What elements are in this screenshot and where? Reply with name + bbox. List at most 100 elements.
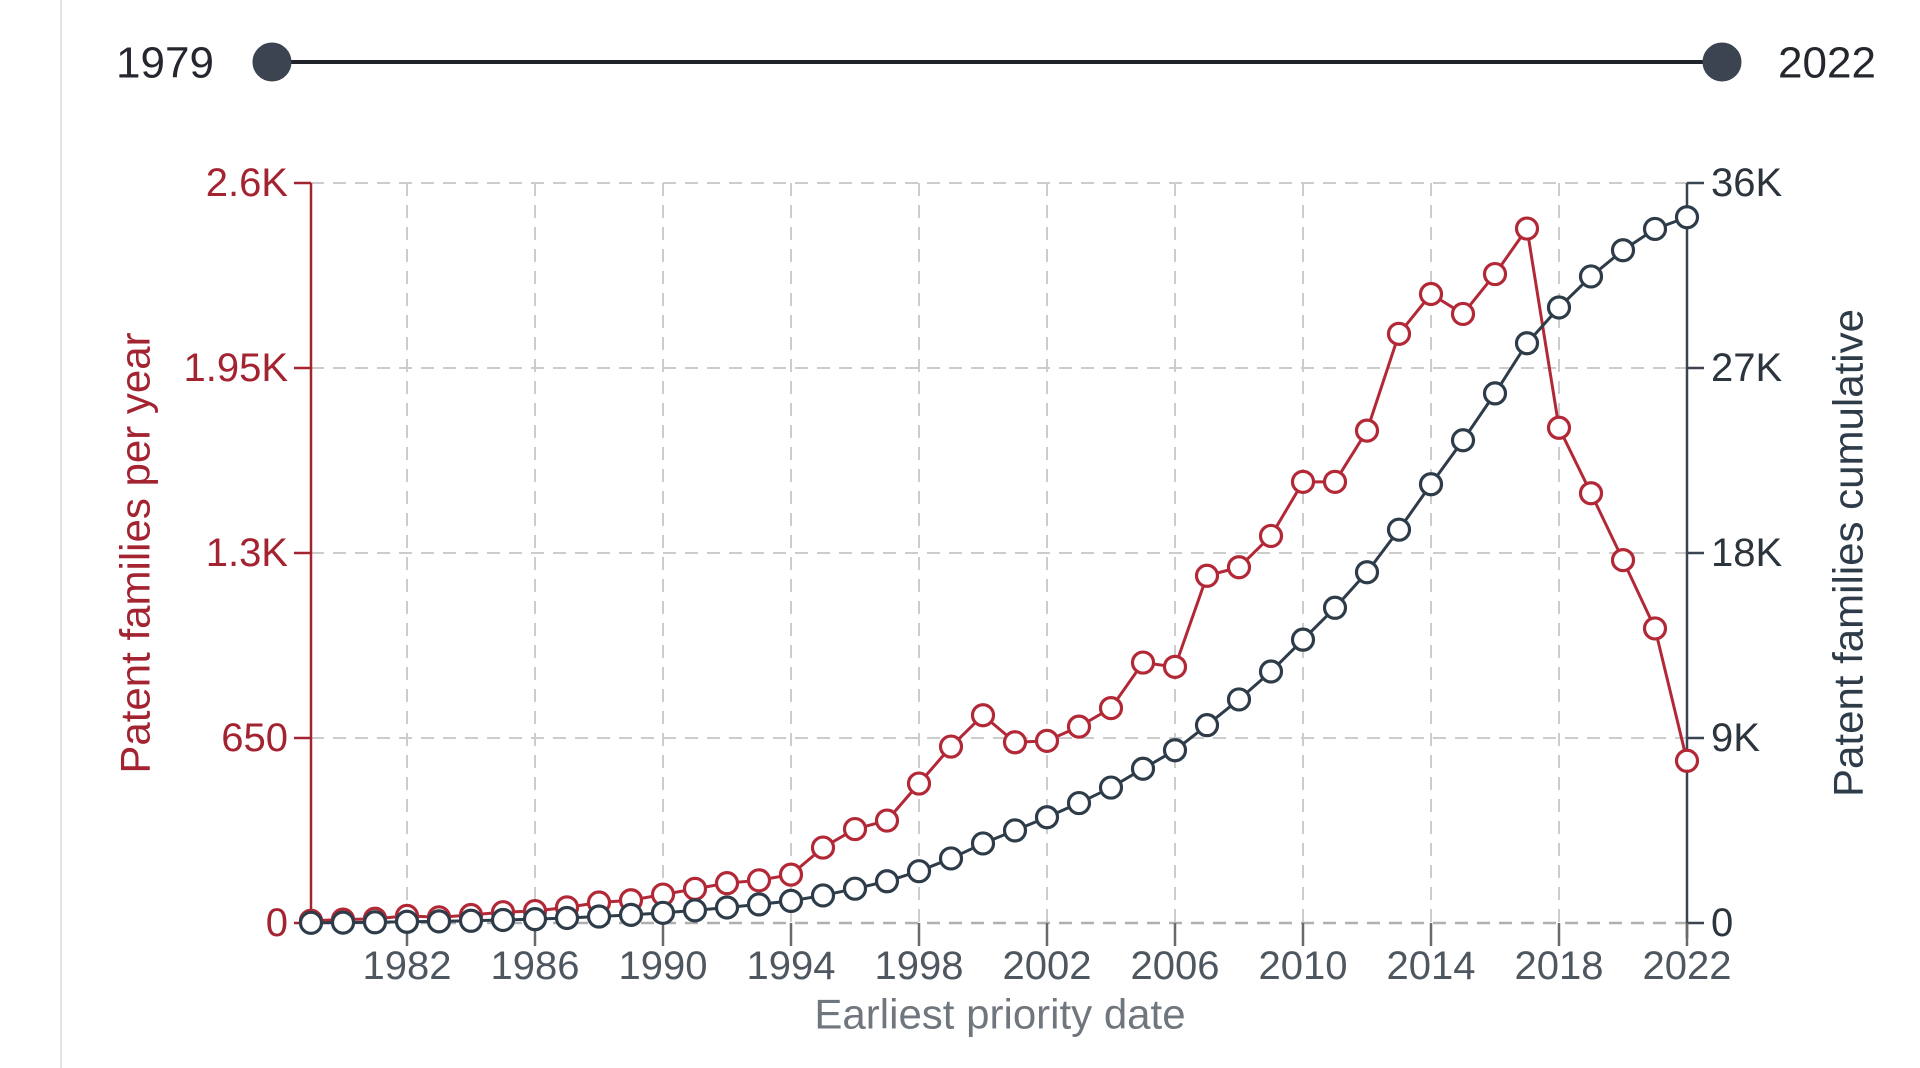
cumulative-point-1996[interactable] [842, 876, 868, 901]
slider-max-label: 2022 [1778, 39, 1876, 88]
cumulative-point-2021[interactable] [1642, 216, 1668, 242]
per-year-point-2012[interactable] [1354, 418, 1380, 443]
per-year-point-2002[interactable] [1034, 728, 1060, 753]
cumulative-point-1991[interactable] [682, 898, 708, 923]
per-year-point-2013[interactable] [1386, 321, 1412, 346]
per-year-point-1991[interactable] [682, 876, 708, 901]
cumulative-point-1980[interactable] [330, 910, 356, 935]
per-year-point-2022[interactable] [1674, 748, 1700, 773]
cumulative-point-1999[interactable] [938, 846, 964, 871]
per-year-point-1995[interactable] [810, 835, 836, 860]
left-axis-title: Patent families per year [112, 332, 159, 773]
per-year-point-2020[interactable] [1610, 548, 1636, 573]
per-year-point-2001[interactable] [1002, 730, 1028, 755]
per-year-point-1996[interactable] [842, 816, 868, 842]
cumulative-point-1981[interactable] [362, 910, 388, 935]
cumulative-point-2015[interactable] [1450, 428, 1476, 453]
cumulative-point-2001[interactable] [1002, 818, 1028, 843]
cumulative-point-2019[interactable] [1578, 264, 1604, 289]
right-axis-tick-label: 27K [1711, 346, 1782, 390]
per-year-point-2008[interactable] [1226, 555, 1252, 580]
cumulative-point-1997[interactable] [874, 869, 900, 894]
cumulative-point-1979[interactable] [298, 910, 324, 935]
cumulative-point-1983[interactable] [426, 909, 452, 934]
cumulative-point-2004[interactable] [1098, 775, 1124, 800]
per-year-line [310, 224, 1689, 923]
per-year-point-2005[interactable] [1130, 650, 1156, 675]
cumulative-point-2014[interactable] [1418, 472, 1444, 497]
cumulative-point-1989[interactable] [618, 902, 644, 927]
cumulative-point-2022[interactable] [1674, 205, 1700, 230]
cumulative-line [310, 215, 1688, 925]
cumulative-point-2010[interactable] [1290, 627, 1316, 652]
x-axis-tick-label: 2010 [1259, 944, 1348, 988]
per-year-point-2003[interactable] [1066, 714, 1092, 739]
per-year-point-2017[interactable] [1514, 216, 1540, 241]
cumulative-point-1987[interactable] [554, 905, 580, 931]
cumulative-point-1982[interactable] [394, 909, 420, 934]
per-year-point-2006[interactable] [1162, 654, 1188, 679]
slider-handle-right[interactable] [1702, 42, 1742, 82]
per-year-point-2018[interactable] [1546, 415, 1572, 440]
left-axis-tick-label: 2.6K [206, 161, 289, 205]
cumulative-point-1986[interactable] [522, 907, 548, 932]
x-axis-tick-label: 1982 [363, 944, 452, 988]
cumulative-point-1994[interactable] [778, 888, 804, 914]
per-year-point-1999[interactable] [938, 734, 964, 759]
cumulative-point-2016[interactable] [1482, 381, 1508, 406]
cumulative-point-2008[interactable] [1226, 687, 1252, 712]
cumulative-point-2009[interactable] [1258, 659, 1284, 684]
cumulative-point-2012[interactable] [1354, 560, 1380, 585]
cumulative-point-2006[interactable] [1162, 738, 1188, 763]
cumulative-point-2013[interactable] [1386, 517, 1412, 542]
x-axis-tick-label: 1994 [747, 944, 836, 988]
cumulative-point-1990[interactable] [650, 900, 676, 925]
per-year-point-2016[interactable] [1482, 261, 1508, 287]
per-year-point-1994[interactable] [778, 862, 804, 887]
cumulative-point-1988[interactable] [586, 904, 612, 929]
x-axis-tick-label: 1998 [875, 944, 964, 988]
per-year-point-2010[interactable] [1290, 469, 1316, 494]
cumulative-point-2002[interactable] [1034, 805, 1060, 830]
per-year-point-2011[interactable] [1322, 469, 1348, 494]
right-axis-tick-label: 0 [1711, 901, 1733, 945]
per-year-point-2000[interactable] [970, 703, 996, 728]
right-axis-title: Patent families cumulative [1825, 309, 1872, 797]
left-axis-tick-label: 1.95K [183, 346, 288, 390]
cumulative-point-1992[interactable] [714, 895, 740, 920]
per-year-point-2009[interactable] [1258, 523, 1284, 549]
cumulative-point-2007[interactable] [1194, 713, 1220, 738]
cumulative-point-1984[interactable] [458, 908, 484, 933]
per-year-point-1993[interactable] [746, 868, 772, 893]
per-year-point-2007[interactable] [1194, 563, 1220, 588]
per-year-point-2015[interactable] [1450, 301, 1476, 327]
cumulative-point-2020[interactable] [1610, 238, 1636, 263]
left-axis-tick-label: 0 [266, 901, 288, 945]
per-year-point-2019[interactable] [1578, 481, 1604, 506]
cumulative-point-2018[interactable] [1546, 295, 1572, 320]
cumulative-point-2017[interactable] [1514, 331, 1540, 356]
cumulative-point-1985[interactable] [490, 907, 516, 933]
per-year-point-2021[interactable] [1642, 616, 1668, 641]
cumulative-point-2005[interactable] [1130, 756, 1156, 781]
x-axis-tick-label: 2002 [1003, 944, 1092, 988]
year-range-slider: 1979 2022 [116, 39, 1876, 88]
cumulative-point-1993[interactable] [746, 892, 772, 917]
per-year-point-1992[interactable] [714, 871, 740, 896]
right-axis-tick-label: 9K [1711, 716, 1760, 760]
per-year-point-2004[interactable] [1098, 696, 1124, 721]
per-year-point-2014[interactable] [1418, 281, 1444, 307]
cumulative-point-1998[interactable] [906, 859, 932, 884]
cumulative-point-1995[interactable] [810, 883, 836, 908]
slider-min-label: 1979 [116, 39, 214, 88]
cumulative-point-2011[interactable] [1322, 595, 1348, 620]
per-year-point-1998[interactable] [906, 771, 932, 796]
cumulative-point-2003[interactable] [1066, 790, 1092, 816]
x-axis-tick-label: 2022 [1643, 944, 1732, 988]
per-year-point-1997[interactable] [874, 808, 900, 833]
slider-handle-left[interactable] [252, 42, 292, 82]
left-axis-tick-label: 650 [221, 716, 288, 760]
cumulative-point-2000[interactable] [970, 831, 996, 856]
x-axis-tick-label: 2014 [1387, 944, 1476, 988]
